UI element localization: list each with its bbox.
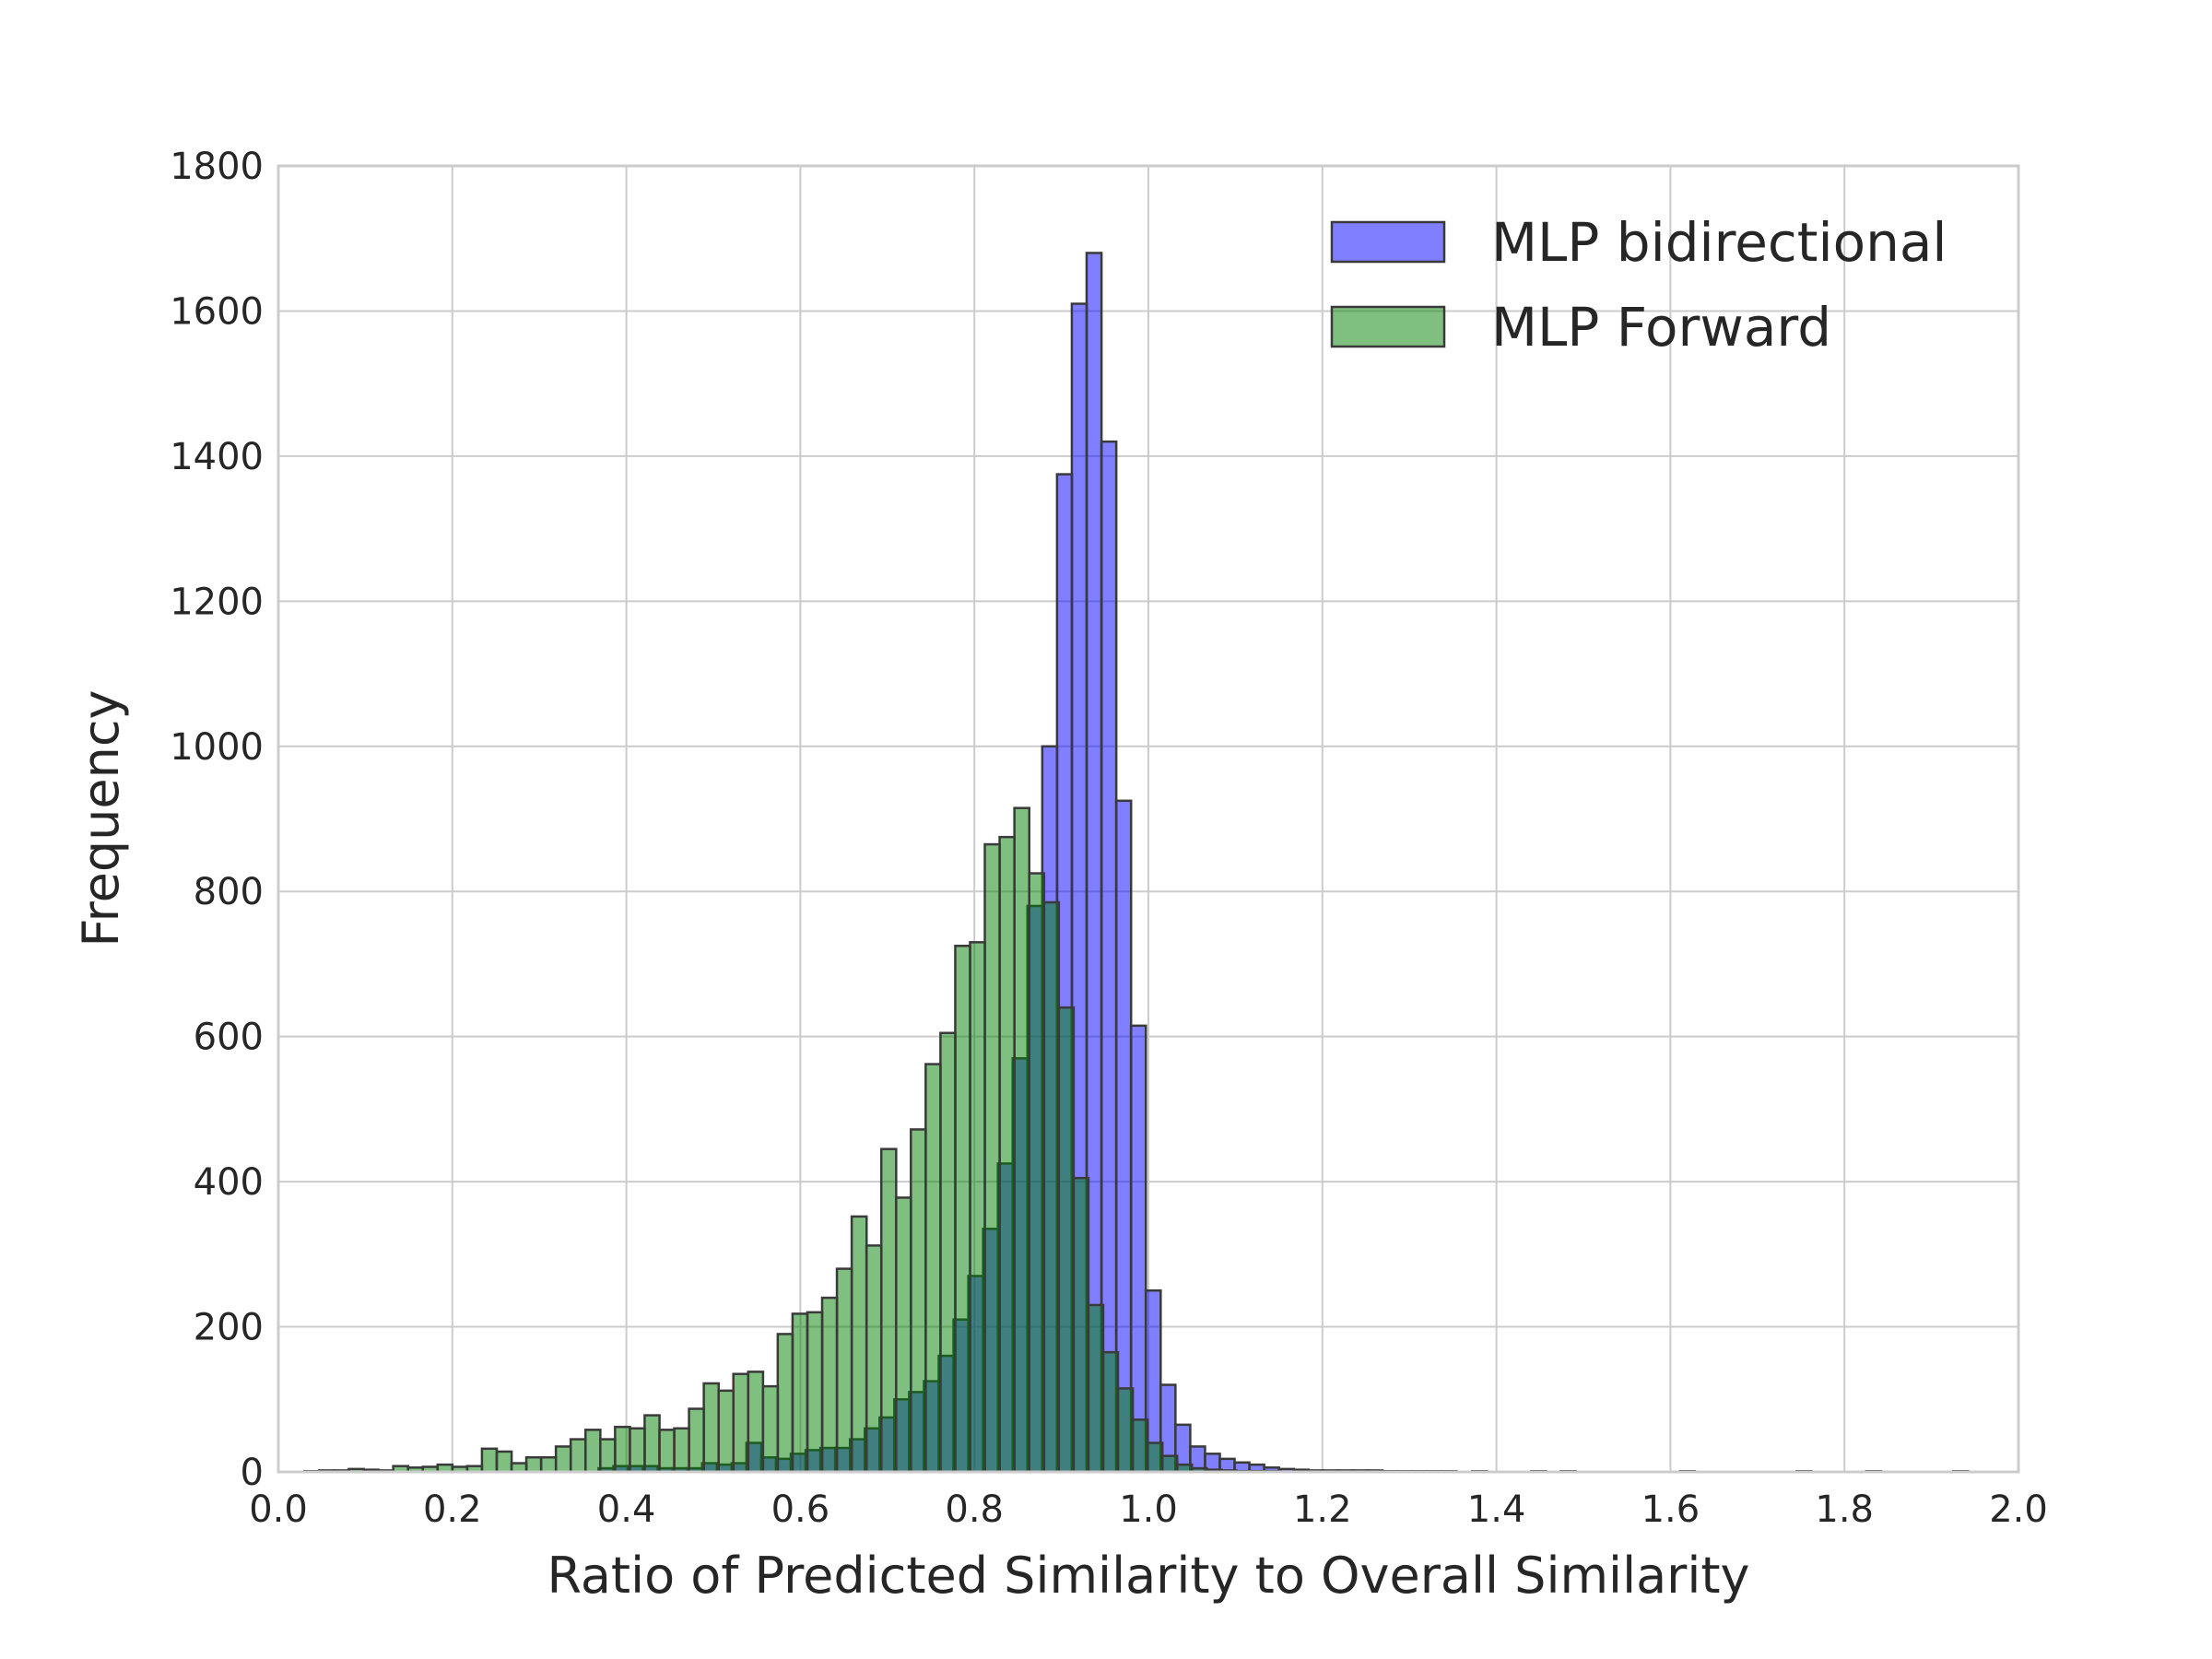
histogram-bar xyxy=(539,1456,558,1474)
histogram-bar xyxy=(688,1407,705,1474)
histogram-bar xyxy=(480,1447,499,1474)
histogram-bar xyxy=(1087,1303,1105,1474)
y-tick-label: 200 xyxy=(194,1307,264,1349)
y-tick-label: 400 xyxy=(194,1161,264,1204)
histogram-bar xyxy=(776,1333,794,1474)
histogram-bar xyxy=(1057,1006,1076,1474)
x-tick-label: 1.4 xyxy=(1467,1488,1526,1531)
histogram-bar xyxy=(732,1372,750,1474)
x-tick-label: 2.0 xyxy=(1989,1488,2048,1531)
histogram-bar xyxy=(761,1384,780,1474)
histogram-bar xyxy=(835,1267,853,1474)
y-tick-label: 600 xyxy=(194,1017,264,1059)
legend: MLP bidirectional MLP Forward xyxy=(1330,211,1947,359)
x-axis-label: Ratio of Predicted Similarity to Overall… xyxy=(547,1547,1750,1605)
histogram-bar xyxy=(583,1429,602,1474)
histogram-bar xyxy=(1116,1387,1135,1474)
histogram-bar xyxy=(1146,1441,1164,1474)
y-axis-ticks: 0 200 400 600 800 1000 1200 1400 1600 1800 xyxy=(170,146,264,1494)
histogram-bar xyxy=(924,1063,942,1474)
histogram-bar xyxy=(939,1031,957,1474)
y-tick-label: 1400 xyxy=(170,436,264,478)
legend-swatch-mlp-bidirectional xyxy=(1330,220,1446,264)
histogram-bar xyxy=(524,1456,543,1474)
histogram-bar xyxy=(1131,1418,1149,1474)
x-tick-label: 0.4 xyxy=(597,1488,656,1531)
histogram-bar xyxy=(791,1312,809,1474)
histogram-bar xyxy=(1028,872,1046,1474)
histogram-bar xyxy=(599,1438,617,1474)
legend-label-mlp-forward: MLP Forward xyxy=(1491,296,1831,359)
histogram-bar xyxy=(1042,900,1061,1474)
histogram-bar xyxy=(1160,1454,1179,1474)
histogram-bar xyxy=(983,842,1001,1474)
x-tick-label: 0.6 xyxy=(771,1488,830,1531)
histogram-bar xyxy=(717,1389,735,1474)
x-tick-label: 0.8 xyxy=(945,1488,1004,1531)
histogram-bar xyxy=(850,1215,868,1474)
x-tick-label: 1.8 xyxy=(1815,1488,1874,1531)
histogram-bar xyxy=(643,1414,661,1474)
histogram-bar xyxy=(879,1147,898,1474)
x-tick-label: 1.2 xyxy=(1293,1488,1352,1531)
histogram-bar xyxy=(820,1296,839,1474)
x-axis-ticks: 0.0 0.2 0.4 0.6 0.8 1.0 1.2 1.4 1.6 1.8 2.0 xyxy=(249,1488,2048,1531)
histogram-bar xyxy=(673,1427,690,1474)
x-tick-label: 1.6 xyxy=(1641,1488,1700,1531)
histogram-bar xyxy=(629,1427,646,1474)
y-tick-label: 1000 xyxy=(170,726,264,769)
x-tick-label: 0.2 xyxy=(423,1488,482,1531)
histogram-bar xyxy=(554,1445,572,1474)
y-tick-label: 0 xyxy=(241,1452,264,1494)
histogram-bar xyxy=(702,1382,721,1474)
histogram-bar xyxy=(806,1311,824,1474)
legend-label-mlp-bidirectional: MLP bidirectional xyxy=(1491,211,1947,274)
histogram-bar xyxy=(1072,1176,1090,1474)
histogram-bar xyxy=(954,945,971,1474)
histogram-bar xyxy=(747,1371,765,1474)
histogram-bar xyxy=(998,835,1016,1474)
histogram-bar xyxy=(658,1429,676,1474)
histogram-bar xyxy=(569,1438,587,1474)
y-tick-label: 1800 xyxy=(170,146,264,188)
y-axis-label: Frequency xyxy=(72,690,130,947)
histogram-bar xyxy=(1013,806,1031,1474)
y-tick-label: 800 xyxy=(194,871,264,913)
x-tick-label: 0.0 xyxy=(249,1488,308,1531)
x-tick-label: 1.0 xyxy=(1119,1488,1178,1531)
legend-swatch-mlp-forward xyxy=(1330,305,1446,348)
y-tick-label: 1200 xyxy=(170,581,264,623)
histogram-bar xyxy=(1101,1350,1120,1474)
histogram-bar xyxy=(614,1425,631,1474)
histogram-bar xyxy=(894,1196,912,1474)
histogram-bar xyxy=(865,1244,883,1474)
histogram-bar xyxy=(969,941,986,1474)
histogram-bar xyxy=(910,1128,927,1474)
histogram-bar xyxy=(495,1450,513,1474)
y-tick-label: 1600 xyxy=(170,290,264,333)
plot-frame xyxy=(276,164,2020,1474)
